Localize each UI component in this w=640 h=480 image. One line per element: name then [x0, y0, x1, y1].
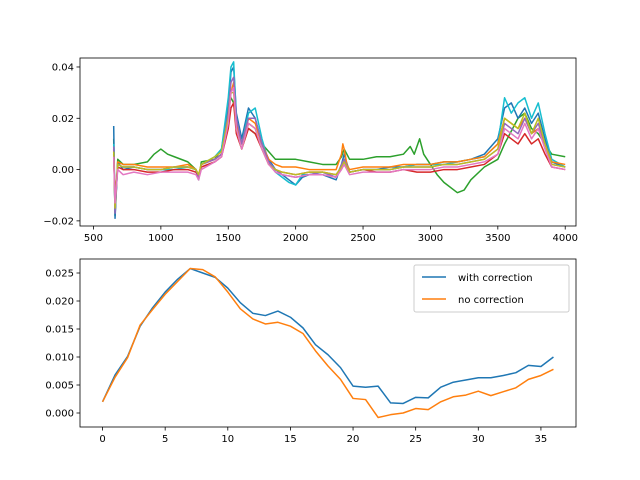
correction-x-tick-label: 5 [162, 434, 168, 445]
spectra-x-tick-label: 2500 [350, 233, 375, 244]
legend-box [413, 264, 570, 313]
spectra-x-tick-label: 500 [84, 233, 103, 244]
correction-series-group [101, 267, 554, 419]
correction-plot-frame [79, 258, 577, 428]
correction-y-tick-label: 0.020 [45, 297, 74, 308]
correction-y-tick-label: 0.000 [45, 409, 74, 420]
spectra-y-tick-label: −0.02 [43, 216, 74, 227]
correction-y-tick-label: 0.025 [45, 269, 74, 280]
spectra-series-line-6 [112, 91, 566, 209]
spectra-x-tick-label: 2000 [283, 233, 308, 244]
correction-x-tick-label: 0 [99, 434, 105, 445]
legend-label-no-correction: no correction [458, 295, 524, 306]
spectra-chart: 500 1000 1500 2000 2500 3000 3500 4000 −0.02 0.0… [43, 57, 578, 244]
correction-x-tick-label: 35 [535, 434, 548, 445]
spectra-y-tick-label: 0.00 [52, 165, 74, 176]
correction-x-axis: 0 5 10 15 20 25 30 35 [99, 427, 547, 445]
spectra-series-group [112, 61, 566, 220]
spectra-x-tick-label: 1500 [216, 233, 241, 244]
correction-chart: 0 5 10 15 20 25 30 35 0.000 0.005 0.010 0.015 0.020… [45, 258, 577, 445]
spectra-x-tick-label: 1000 [148, 233, 173, 244]
correction-y-tick-label: 0.010 [45, 353, 74, 364]
correction-series-line-1 [101, 267, 554, 419]
spectra-y-tick-label: 0.04 [52, 62, 74, 73]
correction-x-tick-label: 30 [472, 434, 485, 445]
spectra-x-tick-label: 4000 [552, 233, 577, 244]
spectra-x-tick-label: 3000 [418, 233, 443, 244]
spectra-series-line-7 [112, 86, 566, 204]
correction-x-tick-label: 20 [347, 434, 360, 445]
spectra-x-tick-label: 3500 [485, 233, 510, 244]
spectra-plot-frame [79, 57, 577, 227]
spectra-x-axis: 500 1000 1500 2000 2500 3000 3500 4000 [84, 226, 578, 244]
correction-x-tick-label: 25 [409, 434, 422, 445]
correction-y-tick-label: 0.015 [45, 325, 74, 336]
correction-series-line-0 [101, 267, 554, 405]
spectra-y-tick-label: 0.02 [52, 114, 74, 125]
correction-x-tick-label: 15 [284, 434, 297, 445]
spectra-y-axis: −0.02 0.00 0.02 0.04 [43, 62, 80, 227]
correction-y-axis: 0.000 0.005 0.010 0.015 0.020 0.025 [45, 269, 80, 420]
chart-legend: with correction no correction [413, 264, 570, 313]
spectra-series-line-0 [112, 97, 566, 217]
legend-label-with-correction: with correction [458, 273, 533, 284]
correction-y-tick-label: 0.005 [45, 381, 74, 392]
correction-x-tick-label: 10 [221, 434, 234, 445]
